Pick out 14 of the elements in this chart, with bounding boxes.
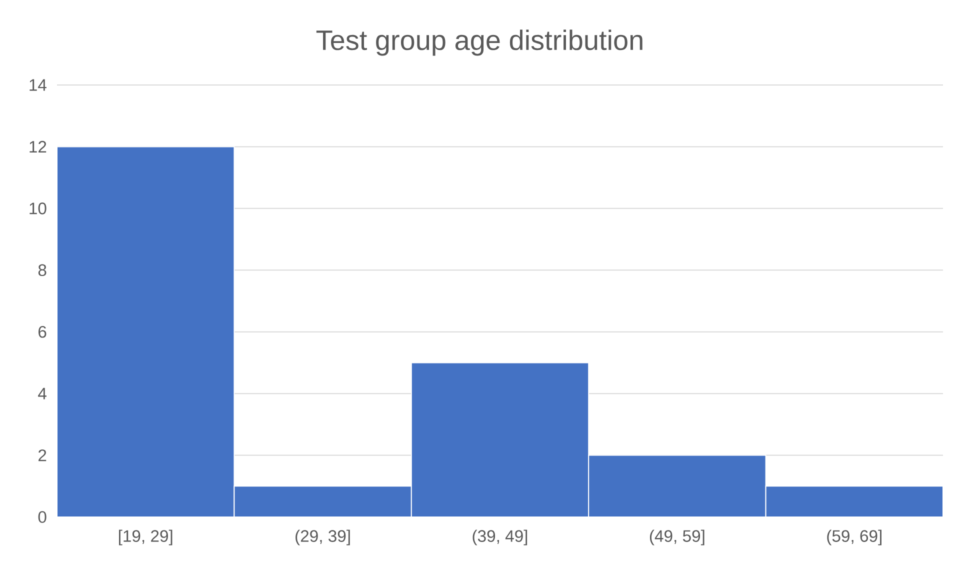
chart-title: Test group age distribution xyxy=(316,30,642,56)
y-tick-label: 2 xyxy=(38,449,46,462)
y-tick-label: 14 xyxy=(30,79,46,91)
x-tick-label: [19, 29] xyxy=(118,530,172,546)
y-tick-label: 10 xyxy=(30,202,46,214)
y-tick-label: 4 xyxy=(38,388,46,400)
y-tick-label: 8 xyxy=(38,264,46,276)
x-tick-label: (49, 59] xyxy=(650,530,704,546)
y-tick-label: 6 xyxy=(38,326,46,338)
x-tick-label: (29, 39] xyxy=(296,530,350,546)
x-tick-label: (59, 69] xyxy=(827,530,882,546)
y-tick-label: 0 xyxy=(38,511,46,523)
y-tick-label: 12 xyxy=(30,140,46,153)
x-tick-label: (39, 49] xyxy=(472,530,528,546)
